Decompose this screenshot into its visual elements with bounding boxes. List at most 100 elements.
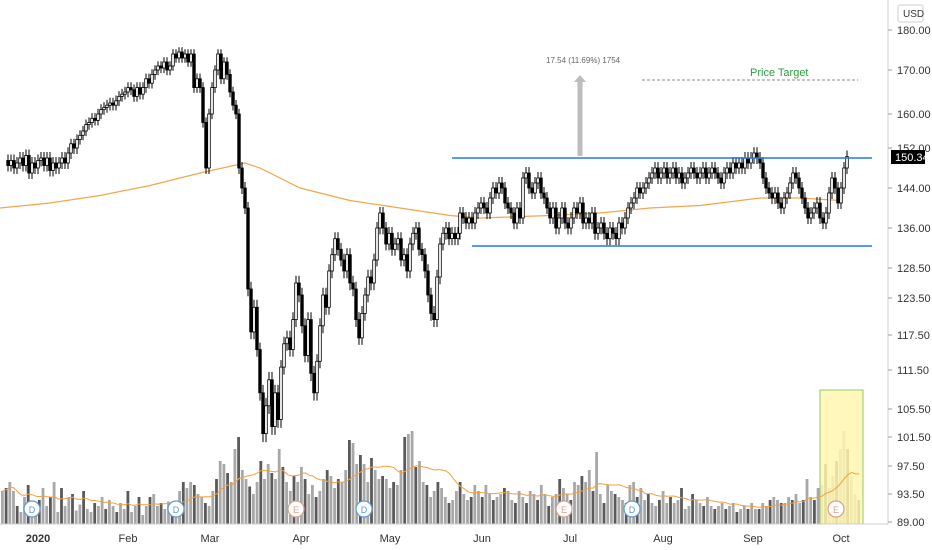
volume-bar (794, 494, 798, 524)
candle-body (93, 117, 97, 121)
volume-bar (801, 500, 805, 524)
candle-body (719, 177, 723, 184)
candle-body (369, 276, 373, 284)
candle-body (198, 78, 202, 89)
volume-bar (200, 497, 204, 524)
event-marker[interactable] (623, 500, 641, 518)
event-marker[interactable] (167, 500, 185, 518)
candle-body (117, 96, 121, 102)
candle-body (18, 157, 22, 164)
volume-bar (598, 494, 602, 524)
candle-body (689, 167, 693, 174)
volume-bar (410, 431, 414, 524)
volume-bar (595, 452, 598, 524)
volume-bar (263, 479, 266, 524)
candle-body (515, 207, 519, 224)
candle-body (728, 167, 732, 174)
candle-body (737, 162, 741, 169)
candle-body (150, 74, 154, 84)
candle-body (258, 349, 262, 394)
candle-body (659, 172, 663, 179)
volume-bar (388, 488, 392, 524)
volume-bar (676, 500, 680, 524)
candle-body (54, 162, 58, 169)
volume-bar (768, 500, 772, 524)
candle-body (435, 276, 439, 320)
volume-bar (15, 506, 19, 524)
volume-bar (259, 461, 263, 524)
candle-body (629, 202, 633, 209)
volume-bar (772, 497, 776, 524)
candle-body (614, 232, 618, 240)
volume-bar (207, 506, 211, 524)
candle-body (686, 172, 690, 179)
volume-bar (340, 482, 344, 524)
candle-body (713, 167, 717, 174)
volume-bar (787, 497, 790, 524)
candle-body (156, 65, 160, 71)
measured-move-arrow[interactable] (574, 75, 586, 156)
event-marker[interactable] (23, 500, 41, 518)
candle-body (264, 405, 268, 434)
candle-body (500, 182, 504, 189)
event-marker[interactable] (555, 500, 573, 518)
event-marker[interactable] (287, 500, 305, 518)
candle-body (761, 162, 765, 179)
candle-body (351, 282, 355, 290)
candle-body (557, 217, 561, 229)
moving-average-line (0, 162, 841, 219)
volume-bar (392, 482, 395, 524)
candle-body (210, 87, 214, 115)
candle-body (572, 207, 576, 219)
candle-body (312, 372, 316, 394)
event-marker-label: E (833, 505, 839, 515)
volume-bar (336, 479, 340, 524)
candle-body (632, 197, 636, 204)
event-marker[interactable] (827, 500, 845, 518)
volume-bar (56, 512, 60, 524)
candle-body (243, 187, 247, 209)
candle-body (291, 319, 295, 351)
volume-highlight-box (819, 389, 864, 525)
candle-body (27, 155, 31, 174)
volume-bar (292, 476, 296, 524)
candle-body (201, 87, 205, 123)
volume-ma-path (2, 465, 860, 508)
volume-bar (344, 470, 348, 524)
volume-bar (307, 494, 311, 524)
event-marker-label: D (629, 505, 636, 515)
candle-body (701, 167, 705, 174)
candle-body (467, 217, 471, 224)
volume-bar (322, 479, 325, 524)
candle-body (63, 157, 67, 164)
candle-body (402, 254, 406, 261)
candle-body (476, 207, 480, 214)
volume-bar (240, 470, 244, 524)
volume-bar (683, 509, 687, 524)
candle-body (458, 212, 462, 234)
candle-body (24, 155, 28, 166)
candle-body (252, 306, 256, 333)
candle-body (135, 87, 139, 97)
volume-bar (735, 512, 739, 524)
candle-body (189, 53, 193, 63)
candle-body (674, 167, 678, 179)
event-marker[interactable] (355, 500, 373, 518)
volume-bar (510, 500, 514, 524)
volume-bar (119, 503, 122, 524)
moving-average-path (0, 162, 841, 219)
candle-body (222, 61, 226, 80)
candle-body (578, 202, 582, 214)
time-axis[interactable]: 2020 Feb Mar Apr May Jun Jul Aug Sep Oct (26, 533, 850, 545)
volume-bar (370, 458, 373, 524)
currency-button[interactable]: USD (897, 4, 924, 23)
candle-body (21, 157, 25, 166)
candle-body (444, 227, 448, 234)
candle-body (294, 282, 298, 320)
candle-body (842, 167, 846, 189)
volume-bar (709, 506, 713, 524)
candle-body (15, 162, 19, 169)
candle-body (770, 192, 774, 199)
